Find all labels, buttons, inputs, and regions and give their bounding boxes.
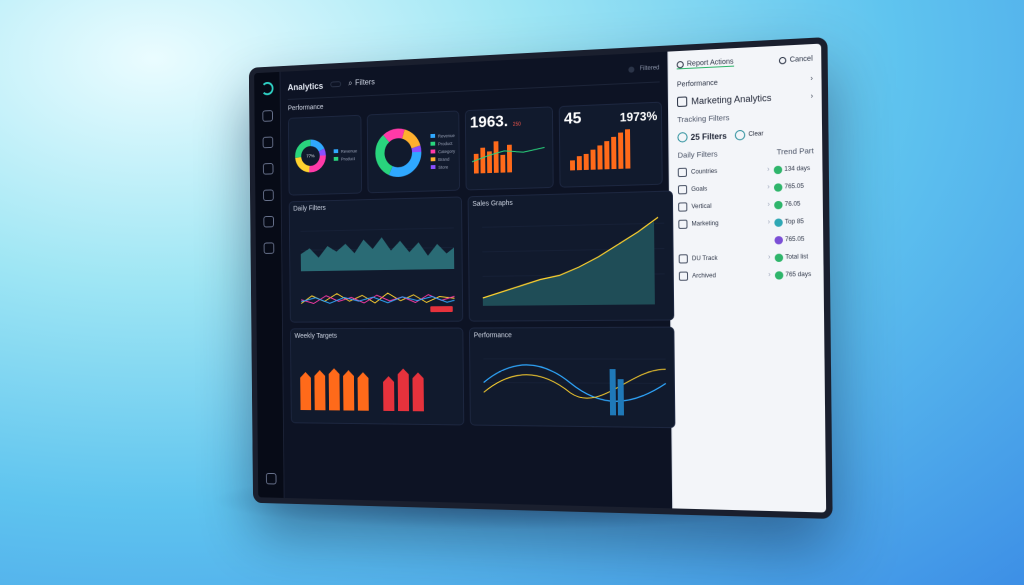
list-item[interactable]: 765.05: [678, 234, 814, 246]
search-filters[interactable]: ⌕ Filters: [348, 77, 375, 88]
svg-text:77%: 77%: [306, 153, 314, 158]
cancel-icon: [779, 56, 786, 64]
tab-cancel[interactable]: Cancel: [779, 54, 813, 64]
list-item[interactable]: Vertical › 76.05: [678, 199, 814, 212]
kpi-secondary-value: 45: [564, 110, 582, 129]
tab-report-actions[interactable]: Report Actions: [677, 58, 734, 69]
chevron-right-icon: ›: [810, 75, 813, 82]
list-item[interactable]: DU Track › Total list: [679, 252, 815, 263]
legend-item: Brand: [431, 156, 456, 162]
list-item[interactable]: Marketing › Top 85: [678, 217, 814, 229]
panel-tabs: Report Actions Cancel: [677, 54, 813, 73]
filter-count-pill[interactable]: 25 Filters: [677, 131, 726, 143]
dashboard-device: Analytics ⌕ Filters Filtered Performance: [249, 37, 833, 519]
weekly-bar-chart: [295, 339, 460, 421]
donut-chart-2: [371, 124, 425, 182]
kpi-row: 77% Revenue Product: [288, 102, 661, 196]
tracking-filters-label: Tracking Filters: [677, 110, 813, 125]
donut-legend-2: Revenue Product Category Brand Store: [430, 133, 455, 170]
chevron-right-icon: ›: [811, 92, 814, 99]
header-button[interactable]: [330, 81, 341, 87]
donut-legend-1: Revenue Product: [334, 148, 358, 161]
donut-chart-1: 77%: [292, 130, 328, 181]
item-icon: [678, 185, 687, 194]
clear-filters-pill[interactable]: Clear: [735, 129, 764, 140]
item-icon: [678, 168, 687, 177]
kpi-bar-chart-1: [470, 129, 549, 175]
daily-area-chart: [293, 208, 458, 319]
item-icon: [678, 202, 687, 211]
bottom-performance-card: Performance: [469, 327, 675, 429]
filter-icon: [677, 132, 687, 143]
sales-area-chart: [472, 203, 669, 318]
logout-icon[interactable]: [265, 473, 276, 485]
kpi-main-value: 1963.: [470, 113, 508, 132]
settings-icon[interactable]: [263, 189, 274, 201]
donut-card-1: 77% Revenue Product: [288, 115, 362, 196]
app-logo-icon[interactable]: [261, 82, 273, 96]
middle-row: Daily Filters Sales Graphs: [289, 191, 662, 323]
report-icon: [677, 61, 684, 68]
bottom-row: Weekly Targets Performance: [290, 327, 663, 428]
donut-card-2: Revenue Product Category Brand Store: [367, 110, 460, 193]
status-text: Filtered: [639, 65, 659, 72]
item-icon: [679, 272, 688, 281]
list-item[interactable]: Countries › 134 days: [678, 164, 814, 178]
sales-graph-card: Sales Graphs: [468, 190, 675, 321]
item-icon: [678, 220, 687, 229]
kpi-percent-value: 1973%: [620, 109, 658, 125]
search-icon: ⌕: [348, 78, 352, 88]
legend-item: Store: [431, 164, 456, 170]
item-icon: [679, 254, 688, 263]
app-subtitle: [288, 93, 324, 95]
calendar-icon[interactable]: [263, 216, 274, 228]
list-item[interactable]: Goals › 765.05: [678, 181, 814, 194]
list-item[interactable]: Archived › 765 days: [679, 270, 815, 281]
panel-heading: Marketing Analytics: [691, 93, 771, 107]
right-panel: Report Actions Cancel Performance › Marke…: [667, 44, 826, 513]
app-title: Analytics: [288, 81, 324, 92]
legend-item: Product: [334, 156, 358, 162]
legend-item: Revenue: [430, 133, 455, 139]
legend-item: Product: [431, 140, 456, 146]
kpi-card-main: 1963. 250: [465, 106, 554, 190]
kpi-bar-chart-2: [564, 125, 658, 173]
kpi-card-secondary: 45 1973%: [559, 102, 663, 188]
filter-list: Countries › 134 days Goals › 765.05 Vertical…: [678, 164, 815, 281]
header-status: Filtered: [628, 65, 659, 73]
marketing-analytics-row[interactable]: Marketing Analytics ›: [677, 91, 813, 107]
users-icon[interactable]: [263, 242, 274, 254]
kpi-main-delta: 250: [513, 122, 521, 128]
chart-icon[interactable]: [262, 137, 273, 149]
legend-item: Category: [431, 148, 456, 154]
main-content: Analytics ⌕ Filters Filtered Performance: [280, 52, 672, 509]
bottom-line-chart: [474, 339, 671, 424]
icon-rail: [254, 72, 284, 498]
weekly-targets-card: Weekly Targets: [290, 328, 464, 426]
status-icon: [628, 66, 634, 72]
analytics-icon: [677, 96, 687, 107]
dashboard-icon[interactable]: [262, 110, 273, 122]
clear-icon: [735, 130, 745, 141]
filter-box: 25 Filters Clear: [677, 127, 813, 142]
document-icon[interactable]: [262, 163, 273, 175]
search-label: Filters: [355, 78, 375, 88]
panel-performance-row[interactable]: Performance ›: [677, 75, 813, 89]
legend-item: Revenue: [334, 148, 358, 154]
daily-filters-row: Daily Filters Trend Part: [678, 146, 814, 160]
daily-filters-card: Daily Filters: [289, 196, 463, 322]
